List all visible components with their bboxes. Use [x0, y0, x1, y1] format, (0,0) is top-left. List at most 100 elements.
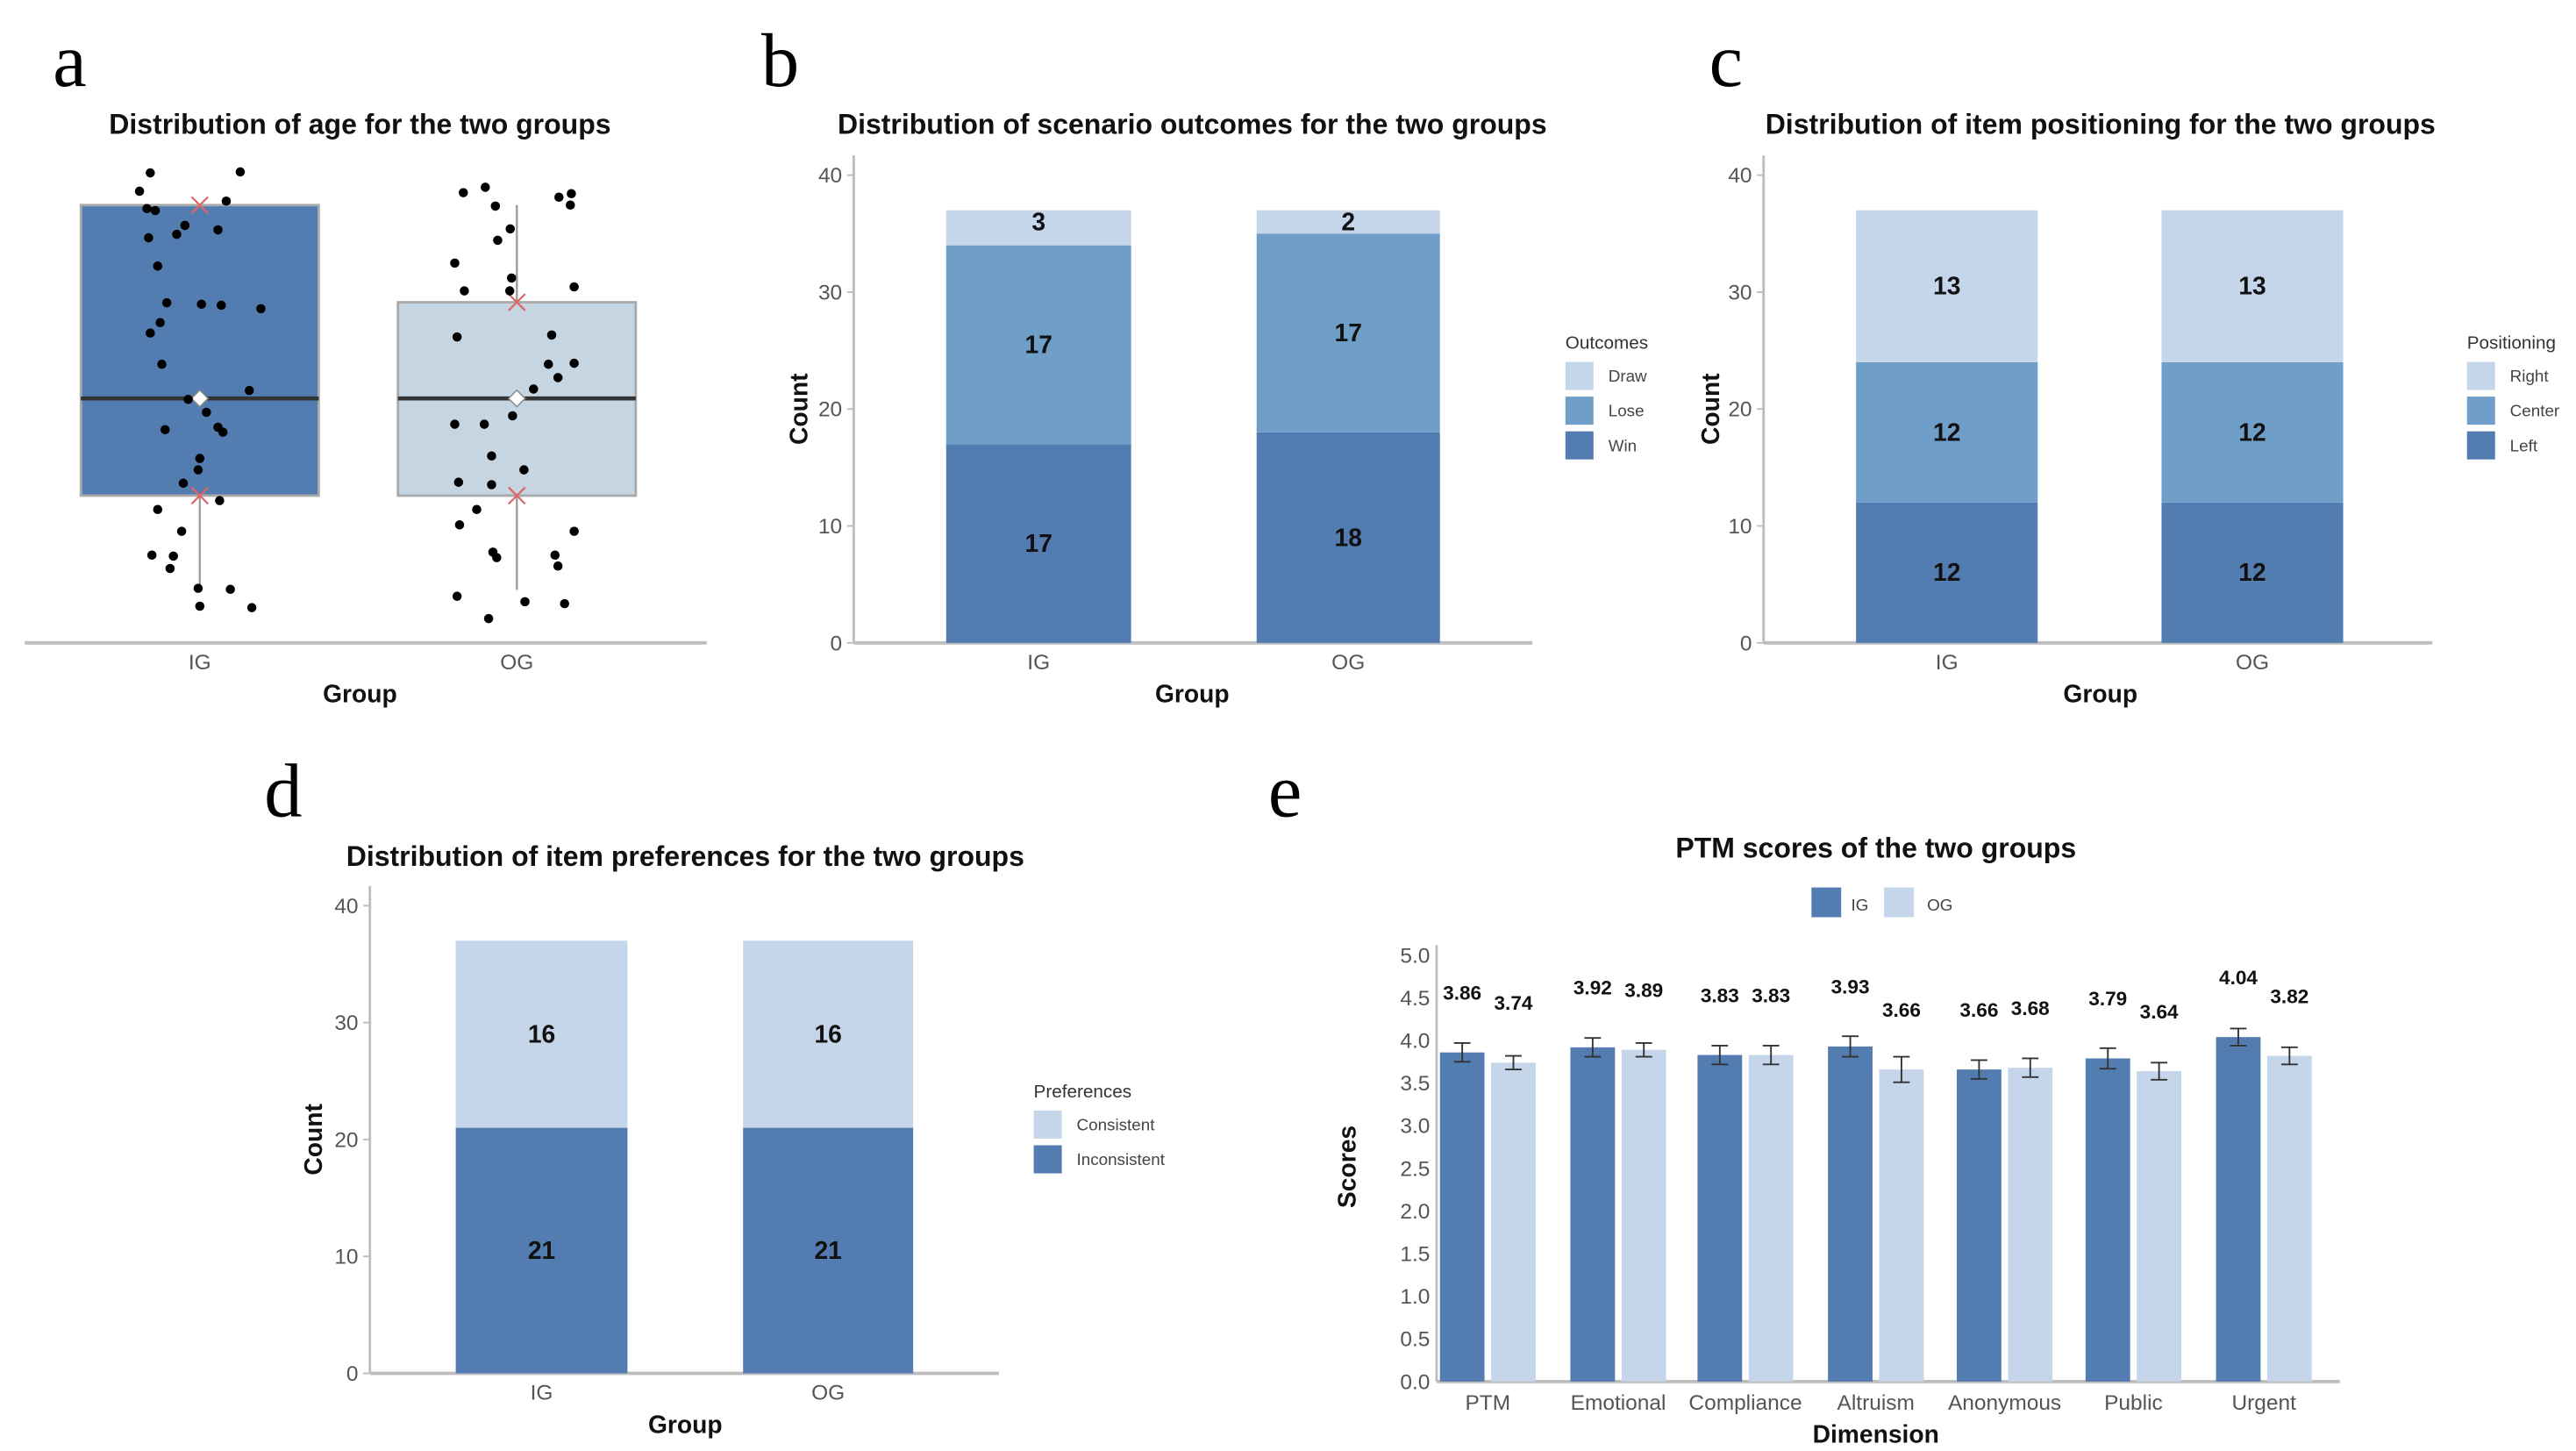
data-label: 17 — [1335, 318, 1362, 347]
data-label: 13 — [1933, 272, 1960, 300]
y-tick-label: 30 — [334, 1011, 358, 1035]
data-point — [193, 583, 203, 593]
data-point — [453, 477, 464, 487]
y-tick-label: 5.0 — [1400, 944, 1430, 968]
x-tick-label: PTM — [1465, 1391, 1510, 1415]
panel-letter-d: d — [264, 749, 302, 833]
data-label: 12 — [1933, 418, 1960, 446]
legend-swatch-ig — [1811, 887, 1842, 918]
data-point — [505, 224, 516, 234]
bar-segment-OG-center — [2161, 361, 2344, 503]
bar-urgent-og — [2266, 1055, 2312, 1382]
bar-segment-OG-right — [2161, 210, 2344, 362]
x-tick-label: OG — [1331, 651, 1365, 675]
legend-label: Draw — [1609, 367, 1647, 385]
data-point — [157, 359, 167, 369]
x-tick-label: OG — [811, 1382, 845, 1405]
data-point — [508, 411, 517, 421]
error-bar — [1711, 1044, 1729, 1066]
data-point — [506, 273, 517, 283]
x-axis-label: Group — [2063, 680, 2137, 708]
y-tick-label: 0.0 — [1400, 1370, 1430, 1394]
y-axis-label: Scores — [1333, 1126, 1361, 1208]
data-point — [459, 188, 468, 197]
y-tick-label: 0 — [831, 632, 843, 655]
chart-c-item-positioning: Distribution of item positioning for the… — [1696, 109, 2559, 708]
bar-segment-OG-inconsistent — [743, 1127, 914, 1374]
data-point — [168, 551, 178, 561]
data-label: 13 — [2238, 272, 2266, 300]
data-point — [146, 168, 155, 178]
y-tick-label: 20 — [818, 398, 842, 422]
data-point — [560, 598, 569, 609]
y-tick-label: 30 — [1728, 281, 1752, 304]
data-point — [144, 232, 153, 243]
legend-swatch-consistent — [1033, 1110, 1062, 1139]
legend-label: Center — [2510, 402, 2559, 420]
legend-label: Inconsistent — [1077, 1150, 1166, 1169]
x-tick-label: IG — [1027, 651, 1050, 675]
chart-d-item-preferences: Distribution of item preferences for the… — [299, 840, 1166, 1438]
error-bar — [2099, 1047, 2116, 1070]
data-label: 21 — [528, 1236, 555, 1264]
data-label: 3.66 — [1959, 999, 1998, 1021]
data-point — [176, 526, 187, 536]
bar-segment-IG-lose — [945, 245, 1131, 445]
data-label: 3 — [1031, 207, 1045, 235]
data-point — [221, 196, 232, 206]
data-point — [172, 229, 182, 239]
bar-emotional-og — [1621, 1049, 1666, 1382]
data-point — [504, 286, 515, 296]
data-point — [218, 427, 228, 437]
data-point — [487, 451, 496, 461]
y-tick-label: 0 — [346, 1362, 359, 1386]
y-tick-label: 2.5 — [1400, 1157, 1430, 1181]
error-bar — [1584, 1037, 1602, 1058]
chart-b-scenario-outcomes: Distribution of scenario outcomes for th… — [785, 109, 1648, 708]
error-bar — [2022, 1057, 2039, 1078]
legend-label: IG — [1851, 896, 1868, 914]
data-point — [178, 478, 189, 489]
data-point — [217, 300, 226, 311]
bar-segment-IG-right — [1856, 210, 2038, 362]
data-point — [213, 225, 223, 235]
error-bar — [1453, 1042, 1471, 1063]
bar-altruism-ig — [1828, 1046, 1873, 1382]
data-label: 2 — [1341, 207, 1355, 235]
data-point — [196, 299, 206, 310]
bar-segment-IG-win — [945, 444, 1131, 643]
data-label: 3.79 — [2088, 988, 2127, 1010]
legend-label: Lose — [1609, 402, 1645, 420]
data-label: 3.89 — [1624, 979, 1663, 1001]
data-label: 12 — [2238, 418, 2266, 446]
legend-swatch-win — [1565, 431, 1594, 460]
mean-marker — [190, 389, 210, 408]
data-point — [493, 235, 503, 246]
data-label: 3.74 — [1495, 992, 1533, 1014]
bar-emotional-ig — [1570, 1047, 1616, 1382]
x-tick-label: IG — [189, 651, 211, 675]
data-label: 3.92 — [1573, 977, 1612, 999]
data-point — [215, 496, 225, 505]
data-point — [546, 330, 557, 340]
bar-anonymous-og — [2008, 1068, 2053, 1382]
y-tick-label: 0.5 — [1400, 1328, 1430, 1352]
data-point — [153, 504, 163, 515]
sd-marker — [190, 196, 210, 215]
data-point — [225, 584, 235, 595]
data-point — [490, 201, 501, 211]
y-tick-label: 1.0 — [1400, 1285, 1430, 1309]
data-point — [450, 258, 460, 268]
chart-title: PTM scores of the two groups — [1675, 833, 2076, 864]
bar-segment-OG-lose — [1256, 233, 1440, 432]
data-point — [567, 189, 576, 199]
data-point — [479, 419, 489, 429]
data-point — [569, 358, 579, 368]
data-point — [492, 553, 502, 562]
y-tick-label: 10 — [818, 515, 842, 539]
x-tick-label: Compliance — [1688, 1391, 1802, 1415]
legend-label: Right — [2510, 367, 2550, 385]
sd-marker — [508, 486, 526, 505]
legend-swatch-og — [1884, 887, 1915, 918]
